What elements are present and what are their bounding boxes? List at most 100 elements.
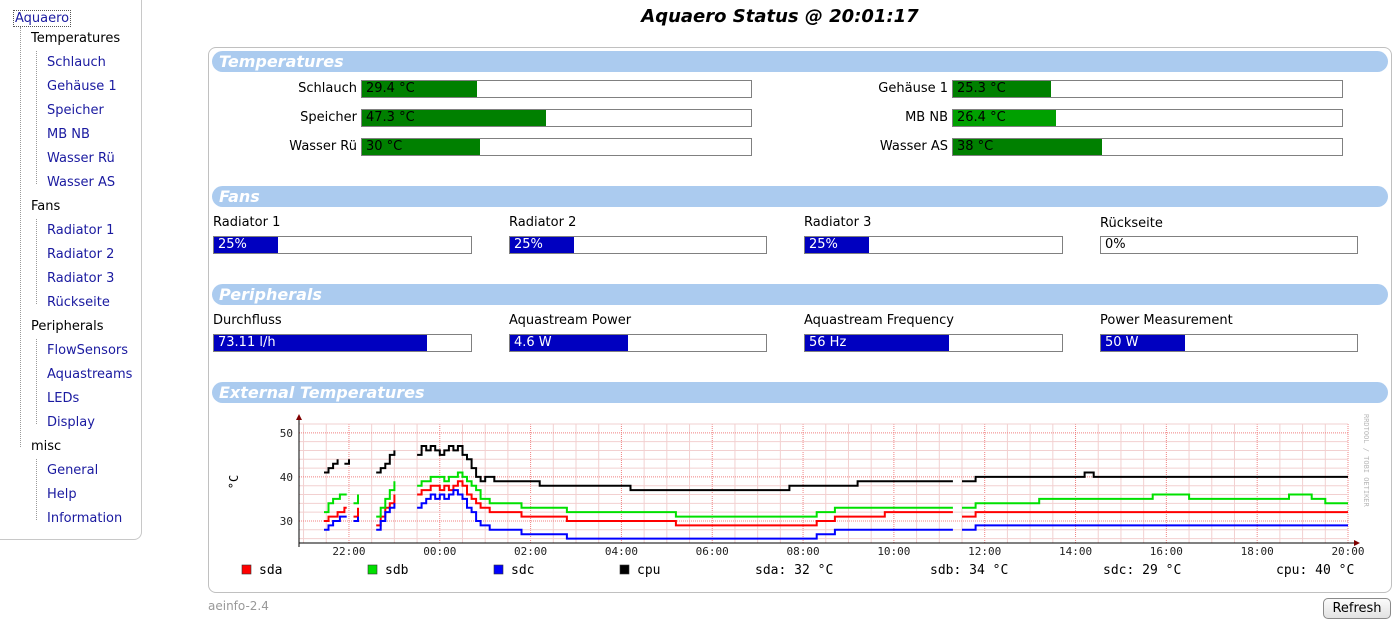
tree-item-help[interactable]: Help (47, 487, 77, 503)
fan-label: Radiator 3 (804, 215, 872, 230)
chart-y-tick-label: 40 (280, 471, 293, 484)
tree-item-radiator-3[interactable]: Radiator 3 (47, 271, 114, 287)
fan-bar-radiator-3: 25% (804, 236, 1063, 254)
temp-label: Speicher (300, 110, 357, 125)
chart-legend: sda sda: 32 °C sdb sdb: 34 °C sdc sdc: 29 °C c… (241, 563, 1354, 578)
temp-label: Schlauch (298, 81, 357, 96)
temp-bar-wasser-as: 38 °C (952, 138, 1343, 156)
refresh-button[interactable]: Refresh (1323, 598, 1391, 619)
tree-item-link[interactable]: MB NB (47, 127, 90, 142)
tree-root[interactable]: Aquaero (12, 10, 72, 27)
peripheral-bar-power-measurement: 50 W (1100, 334, 1358, 352)
tree-item-link[interactable]: Gehäuse 1 (47, 79, 117, 94)
tree-item-link[interactable]: Schlauch (47, 55, 106, 70)
bar-fill (362, 81, 477, 97)
tree-item-link[interactable]: Help (47, 487, 77, 502)
chart-axes: 30 40 50 22:00 00:00 02:00 04:00 06:00 08:00 10:0… (280, 414, 1365, 558)
tree-root-link[interactable]: Aquaero (12, 10, 72, 27)
chart-x-tick-label: 14:00 (1059, 545, 1092, 558)
peripheral-label: Power Measurement (1100, 313, 1233, 328)
tree-group-fans[interactable]: Fans (31, 199, 61, 214)
section-header-external-temperatures: External Temperatures (212, 382, 1388, 403)
tree-item-gehause-1[interactable]: Gehäuse 1 (47, 79, 117, 95)
tree-item-link[interactable]: Rückseite (47, 295, 110, 310)
status-panel (208, 47, 1392, 593)
tree-item-flowsensors[interactable]: FlowSensors (47, 343, 128, 359)
tree-item-ruckseite[interactable]: Rückseite (47, 295, 110, 311)
bar-fill (805, 335, 949, 351)
bar-value: 0% (1105, 237, 1126, 252)
bar-fill (953, 139, 1102, 155)
bar-fill (953, 81, 1052, 97)
bar-value: 47.3 °C (366, 110, 415, 125)
tree-item-speicher[interactable]: Speicher (47, 103, 104, 119)
tree-item-radiator-2[interactable]: Radiator 2 (47, 247, 114, 263)
tree-group-peripherals[interactable]: Peripherals (31, 319, 104, 334)
tree-item-wasser-as[interactable]: Wasser AS (47, 175, 115, 191)
bar-fill (510, 237, 574, 253)
chart-x-tick-label: 10:00 (877, 545, 910, 558)
tree-item-radiator-1[interactable]: Radiator 1 (47, 223, 114, 239)
chart-x-tick-label: 04:00 (605, 545, 638, 558)
bar-value: 4.6 W (514, 335, 552, 350)
bar-value: 30 °C (366, 139, 403, 154)
legend-current-sdc: sdc: 29 °C (1103, 563, 1181, 578)
bar-value: 50 W (1105, 335, 1139, 350)
tree-item-link[interactable]: Wasser AS (47, 175, 116, 190)
legend-label-sdb: sdb (385, 563, 409, 578)
fan-bar-radiator-1: 25% (213, 236, 472, 254)
tree-item-display[interactable]: Display (47, 415, 95, 431)
chart-x-tick-label: 12:00 (968, 545, 1001, 558)
bar-value: 25% (809, 237, 838, 252)
tree-item-link[interactable]: Radiator 2 (47, 247, 115, 262)
bar-fill (953, 110, 1056, 126)
tree-item-aquastreams[interactable]: Aquastreams (47, 367, 132, 383)
bar-fill (805, 237, 870, 253)
bar-fill (362, 139, 480, 155)
tree-item-link[interactable]: FlowSensors (47, 343, 129, 358)
tree-item-link[interactable]: Information (47, 511, 123, 526)
tree-item-link[interactable]: Display (47, 415, 95, 430)
fan-bar-ruckseite: 0% (1100, 236, 1358, 254)
tree-item-wasser-ru[interactable]: Wasser Rü (47, 151, 115, 167)
tree-item-link[interactable]: LEDs (47, 391, 80, 406)
legend-swatch-sda (241, 564, 252, 575)
tree-item-link[interactable]: Radiator 1 (47, 223, 115, 238)
chart-y-axis-label: °C (227, 475, 241, 489)
chart-series (324, 445, 1348, 540)
peripheral-label: Durchfluss (213, 313, 282, 328)
temp-label: Wasser AS (879, 139, 948, 154)
tree-line (36, 339, 37, 424)
sidebar-tree: Aquaero Temperatures Schlauch Gehäuse 1 … (0, 0, 142, 540)
legend-swatch-sdb (367, 564, 378, 575)
external-temperature-chart: 30 40 50 22:00 00:00 02:00 04:00 06:00 08:00 10:0… (227, 414, 1370, 578)
chart-x-tick-label: 16:00 (1150, 545, 1183, 558)
legend-current-sda: sda: 32 °C (755, 563, 833, 578)
tree-item-leds[interactable]: LEDs (47, 391, 79, 407)
tree-item-link[interactable]: Radiator 3 (47, 271, 115, 286)
chart-y-tick-label: 50 (280, 427, 293, 440)
legend-swatch-cpu (619, 564, 630, 575)
tree-item-schlauch[interactable]: Schlauch (47, 55, 106, 71)
bar-value: 56 Hz (809, 335, 847, 350)
tree-line (36, 51, 37, 184)
tree-item-general[interactable]: General (47, 463, 98, 479)
tree-item-link[interactable]: Speicher (47, 103, 104, 118)
temp-bar-wasser-ru: 30 °C (361, 138, 752, 156)
tree-item-information[interactable]: Information (47, 511, 122, 527)
tree-item-link[interactable]: Aquastreams (47, 367, 133, 382)
chart-x-arrow (1354, 540, 1360, 546)
tree-item-link[interactable]: General (47, 463, 99, 478)
section-header-peripherals: Peripherals (212, 284, 1388, 305)
peripheral-bar-durchfluss: 73.11 l/h (213, 334, 472, 352)
fan-label: Radiator 2 (509, 215, 577, 230)
tree-group-temperatures[interactable]: Temperatures (31, 31, 121, 46)
legend-label-sdc: sdc (511, 563, 534, 578)
tree-item-mb-nb[interactable]: MB NB (47, 127, 90, 143)
tree-line (36, 219, 37, 304)
bar-fill (214, 335, 428, 351)
tree-group-misc[interactable]: misc (31, 439, 62, 454)
fan-bar-radiator-2: 25% (509, 236, 767, 254)
chart-watermark: RRDTOOL / TOBI OETIKER (1362, 414, 1370, 508)
tree-item-link[interactable]: Wasser Rü (47, 151, 115, 166)
